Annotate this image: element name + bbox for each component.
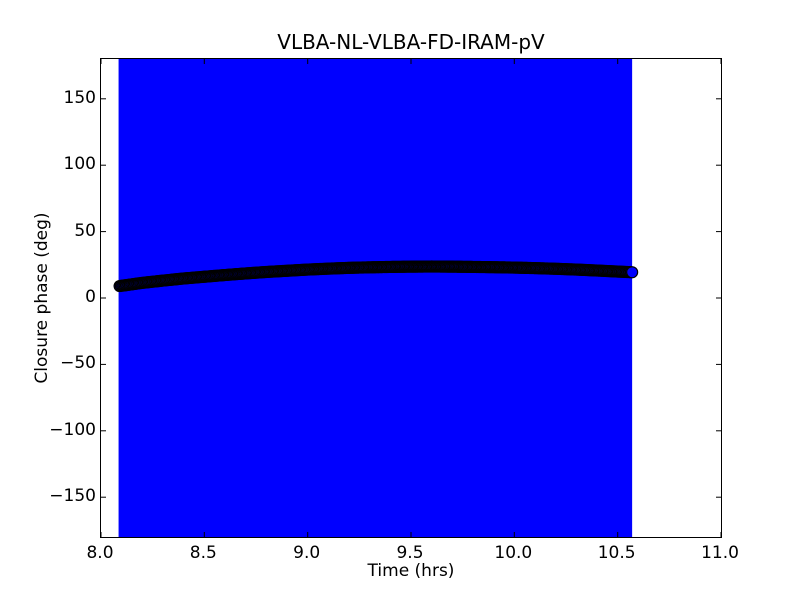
x-tick-label: 11.0	[701, 543, 739, 563]
y-tick-label: 150	[63, 87, 96, 108]
plot-area	[100, 58, 722, 538]
y-tick-label: −50	[60, 353, 96, 374]
y-tick-label: 0	[85, 287, 96, 307]
y-tick-label: −100	[49, 419, 96, 440]
axis-ticks	[101, 59, 721, 537]
x-axis-label: Time (hrs)	[367, 561, 455, 581]
x-tick-label: 10.5	[597, 543, 636, 563]
error-region	[118, 59, 633, 537]
x-tick-label: 10.0	[494, 543, 533, 563]
x-tick-label: 9.0	[293, 543, 321, 563]
y-tick-label: −150	[49, 486, 96, 507]
plot-canvas	[101, 59, 721, 537]
x-tick-label: 9.5	[396, 543, 424, 563]
chart-title: VLBA-NL-VLBA-FD-IRAM-pV	[277, 30, 545, 54]
x-tick-label: 8.0	[86, 543, 114, 563]
data-points	[113, 260, 639, 293]
y-tick-label: 100	[63, 154, 96, 175]
y-tick-label: 50	[74, 220, 96, 241]
x-tick-label: 8.5	[189, 543, 217, 563]
